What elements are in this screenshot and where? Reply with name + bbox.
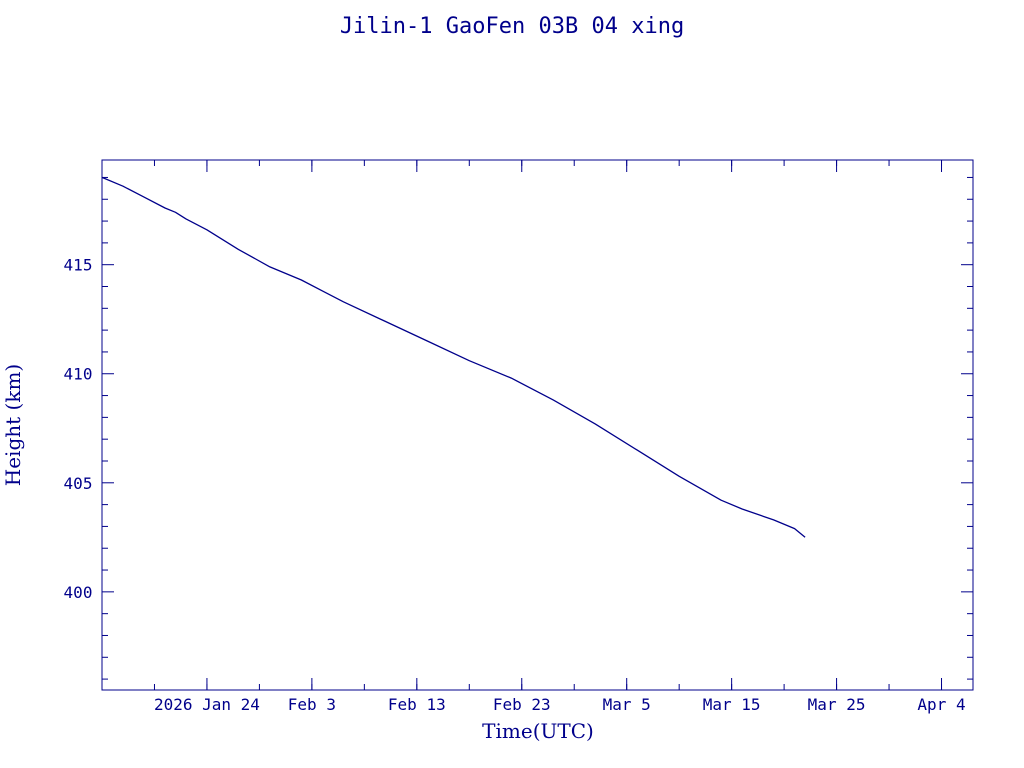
y-tick-label: 415	[64, 256, 93, 275]
tick-marks	[101, 160, 973, 690]
chart-title: Jilin-1 GaoFen 03B 04 xing	[339, 14, 685, 39]
x-tick-label: Mar 25	[808, 695, 866, 714]
x-tick-label: Mar 15	[703, 695, 761, 714]
x-tick-label: 2026 Jan 24	[154, 695, 260, 714]
x-tick-label: Feb 13	[388, 695, 446, 714]
series-group	[101, 176, 806, 538]
height-series-line	[101, 176, 806, 538]
plot-frame	[101, 159, 974, 691]
x-tick-label: Feb 3	[288, 695, 336, 714]
y-tick-label: 410	[64, 365, 93, 384]
x-axis-title: Time(UTC)	[482, 719, 594, 743]
y-tick-label: 400	[64, 583, 93, 602]
x-tick-label: Mar 5	[603, 695, 651, 714]
tick-labels: 2026 Jan 24 Feb 3 Feb 13 Feb 23 Mar 5 Mar 15 M…	[64, 256, 966, 714]
x-tick-label: Apr 4	[917, 695, 965, 714]
y-tick-label: 405	[64, 474, 93, 493]
y-axis-title: Height (km)	[1, 364, 25, 486]
x-tick-label: Feb 23	[493, 695, 551, 714]
